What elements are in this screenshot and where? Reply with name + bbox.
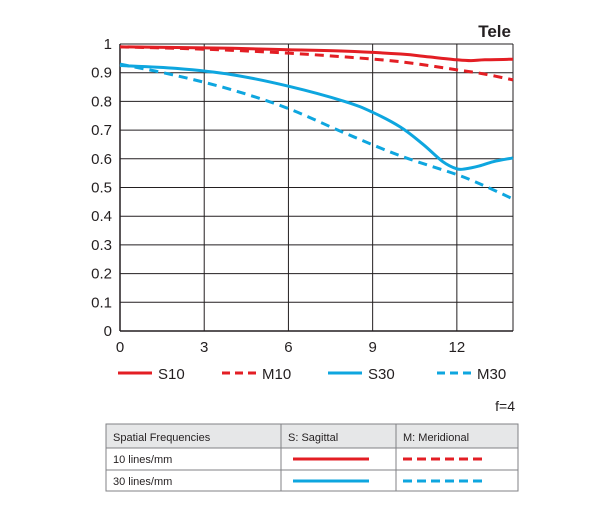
legend-label-m30: M30 bbox=[477, 366, 506, 383]
y-tick-label: 0.6 bbox=[91, 151, 112, 168]
x-tick-label: 6 bbox=[284, 339, 292, 356]
x-tick-label: 3 bbox=[200, 339, 208, 356]
series-line-m30 bbox=[119, 62, 514, 201]
y-tick-label: 0.3 bbox=[91, 237, 112, 254]
table-header-spatial-frequencies: Spatial Frequencies bbox=[113, 432, 211, 444]
series-line-s10 bbox=[119, 45, 514, 63]
chart-title: Tele bbox=[478, 22, 511, 41]
y-tick-label: 0.4 bbox=[91, 208, 112, 225]
aperture-label: f=4 bbox=[495, 398, 515, 414]
y-tick-label: 0.8 bbox=[91, 93, 112, 110]
table-header-sagittal: S: Sagittal bbox=[288, 432, 338, 444]
table-row-10-label: 10 lines/mm bbox=[113, 454, 172, 466]
legend-table: Spatial Frequencies S: Sagittal M: Merid… bbox=[105, 423, 519, 492]
tick-labels: 0 0.1 0.2 0.3 0.4 0.5 0.6 0.7 0.8 0.9 1 0 3 6 9 12 bbox=[91, 36, 465, 356]
legend-label-s10: S10 bbox=[158, 366, 185, 383]
legend-label-m10: M10 bbox=[262, 366, 291, 383]
x-tick-label: 0 bbox=[116, 339, 124, 356]
y-tick-label: 0.9 bbox=[91, 65, 112, 82]
y-tick-label: 0 bbox=[104, 323, 112, 340]
x-tick-label: 12 bbox=[449, 339, 466, 356]
axes bbox=[119, 43, 514, 332]
y-tick-label: 0.1 bbox=[91, 294, 112, 311]
table-row-30-label: 30 lines/mm bbox=[113, 476, 172, 488]
y-tick-label: 1 bbox=[104, 36, 112, 53]
legend-label-s30: S30 bbox=[368, 366, 395, 383]
series-line-s30 bbox=[119, 64, 514, 171]
legend-table-header-row bbox=[105, 423, 519, 449]
table-header-meridional: M: Meridional bbox=[403, 432, 469, 444]
y-tick-label: 0.5 bbox=[91, 180, 112, 197]
legend: S10 M10 S30 M30 bbox=[118, 366, 506, 383]
x-tick-label: 9 bbox=[368, 339, 376, 356]
y-tick-label: 0.2 bbox=[91, 266, 112, 283]
series-layer bbox=[119, 45, 514, 201]
y-tick-label: 0.7 bbox=[91, 122, 112, 139]
